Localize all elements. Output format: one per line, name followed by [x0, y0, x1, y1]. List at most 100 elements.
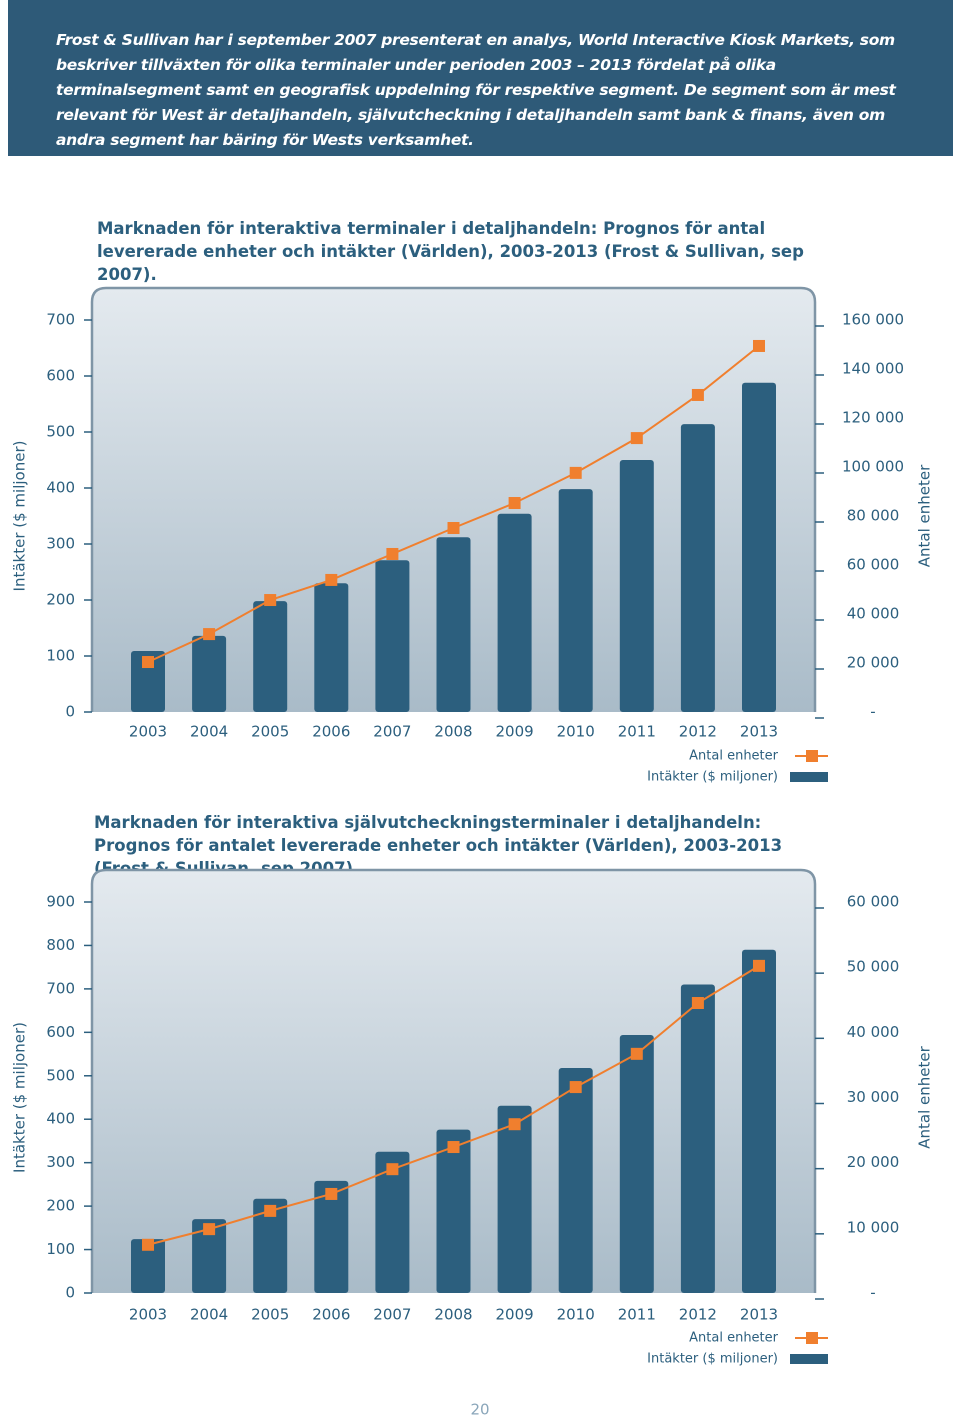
bar: [742, 382, 776, 712]
y-tick-label: 600: [46, 367, 75, 385]
line-marker: [325, 573, 338, 586]
header-box: Frost & Sullivan har i september 2007 pr…: [8, 0, 953, 156]
bar: [558, 489, 593, 712]
y-tick-label: 400: [46, 1110, 75, 1128]
y2-tick-label: -: [870, 703, 875, 721]
legend-swatch: [806, 750, 818, 762]
page-number: 20: [470, 1401, 489, 1419]
bar: [680, 424, 715, 712]
x-tick-label: 2005: [251, 723, 289, 741]
bar: [131, 1239, 165, 1293]
y2-tick-label: 40 000: [847, 1023, 900, 1041]
line-marker: [447, 1141, 460, 1154]
bar: [253, 1198, 288, 1293]
line-marker: [569, 1081, 582, 1094]
bar: [619, 460, 654, 712]
line-marker: [508, 497, 521, 510]
x-tick-label: 2008: [434, 723, 472, 741]
bar: [131, 650, 165, 712]
x-tick-label: 2004: [190, 1306, 228, 1324]
y2-tick-label: 30 000: [847, 1088, 900, 1106]
bar: [314, 583, 349, 712]
y2-tick-label: 160 000: [842, 311, 904, 329]
x-tick-label: 2008: [434, 1306, 472, 1324]
x-tick-label: 2006: [312, 1306, 350, 1324]
x-tick-label: 2011: [618, 1306, 656, 1324]
bar: [497, 1105, 532, 1293]
y-tick-label: 800: [46, 936, 75, 954]
y2-axis-label: Antal enheter: [916, 1045, 934, 1148]
y-tick-label: 200: [46, 591, 75, 609]
y-tick-label: 700: [46, 979, 75, 997]
line-marker: [753, 339, 765, 352]
x-tick-label: 2012: [679, 1306, 717, 1324]
x-tick-label: 2005: [251, 1306, 289, 1324]
x-tick-label: 2004: [190, 723, 228, 741]
line-marker: [142, 656, 154, 669]
y2-tick-label: 80 000: [847, 507, 900, 525]
y2-tick-label: -: [870, 1284, 875, 1302]
x-tick-label: 2009: [496, 723, 534, 741]
x-tick-label: 2011: [618, 723, 656, 741]
legend-label: Intäkter ($ miljoner): [647, 770, 778, 785]
y-tick-label: 600: [46, 1023, 75, 1041]
y-tick-label: 0: [65, 703, 75, 721]
y-tick-label: 300: [46, 535, 75, 553]
bar: [192, 635, 227, 712]
y-axis-label: Intäkter ($ miljoner): [11, 1022, 29, 1173]
y-axis-label: Intäkter ($ miljoner): [11, 441, 29, 592]
bar: [436, 1129, 471, 1293]
y2-tick-label: 50 000: [847, 958, 900, 976]
line-marker: [447, 522, 460, 535]
y2-tick-label: 20 000: [847, 654, 900, 672]
bar: [192, 1219, 227, 1293]
y2-tick-label: 60 000: [847, 556, 900, 574]
y2-axis-label: Antal enheter: [916, 464, 934, 567]
line-marker: [753, 959, 765, 972]
line-marker: [508, 1118, 521, 1131]
y2-tick-label: 100 000: [842, 458, 904, 476]
chart-title: Marknaden för interaktiva terminaler i d…: [97, 219, 804, 284]
x-tick-label: 2006: [312, 723, 350, 741]
legend-label: Antal enheter: [689, 749, 779, 764]
y2-tick-label: 40 000: [847, 605, 900, 623]
x-tick-label: 2007: [373, 723, 411, 741]
line-marker: [142, 1238, 154, 1251]
bar: [375, 1151, 410, 1293]
bar: [619, 1034, 654, 1293]
bar: [314, 1180, 349, 1293]
x-tick-label: 2012: [679, 723, 717, 741]
y-tick-label: 0: [65, 1284, 75, 1302]
line-marker: [691, 388, 704, 401]
bar: [680, 984, 715, 1293]
y2-tick-label: 140 000: [842, 360, 904, 378]
y-tick-label: 500: [46, 423, 75, 441]
y-tick-label: 100: [46, 647, 75, 665]
x-tick-label: 2003: [129, 1306, 167, 1324]
y2-tick-label: 10 000: [847, 1218, 900, 1236]
line-marker: [630, 432, 643, 445]
bar: [253, 601, 288, 712]
x-tick-label: 2010: [557, 723, 595, 741]
x-tick-label: 2013: [740, 723, 778, 741]
line-marker: [630, 1047, 643, 1060]
legend-swatch: [790, 772, 828, 782]
x-tick-label: 2009: [496, 1306, 534, 1324]
y-tick-label: 500: [46, 1066, 75, 1084]
bar: [497, 513, 532, 712]
line-marker: [264, 1204, 277, 1217]
bar: [436, 537, 471, 712]
line-marker: [569, 466, 582, 479]
y-tick-label: 900: [46, 893, 75, 911]
line-marker: [386, 1163, 399, 1176]
line-marker: [386, 547, 399, 560]
bar: [558, 1067, 593, 1293]
legend-label: Intäkter ($ miljoner): [647, 1352, 778, 1367]
y-tick-label: 400: [46, 479, 75, 497]
legend-label: Antal enheter: [689, 1331, 779, 1346]
line-marker: [325, 1187, 338, 1200]
y-tick-label: 200: [46, 1197, 75, 1215]
y2-tick-label: 20 000: [847, 1153, 900, 1171]
